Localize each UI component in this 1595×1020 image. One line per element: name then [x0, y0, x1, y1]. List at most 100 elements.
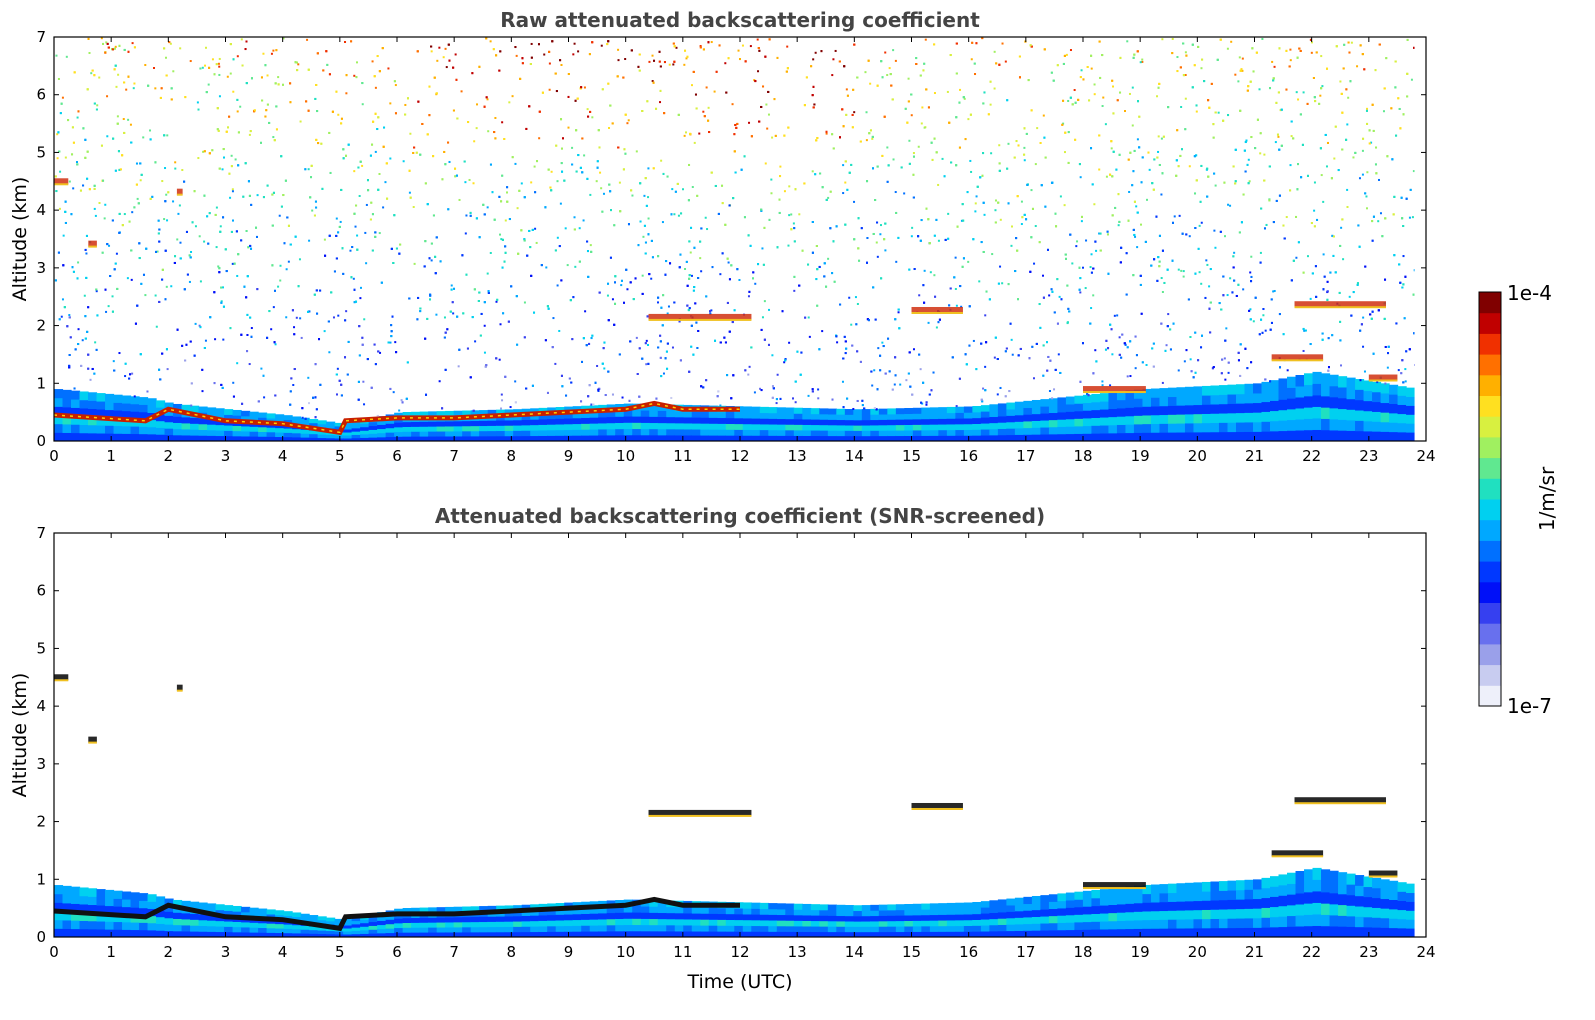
noise-pixel: [234, 158, 237, 161]
heatmap-cell: [912, 435, 922, 442]
noise-pixel: [931, 158, 934, 161]
noise-pixel: [910, 114, 913, 117]
noise-pixel: [1074, 138, 1077, 141]
noise-pixel: [1081, 266, 1084, 269]
heatmap-cell: [275, 436, 285, 442]
heatmap-cell: [504, 409, 514, 416]
noise-pixel: [832, 58, 835, 61]
noise-pixel: [127, 50, 130, 53]
heatmap-cell: [1363, 400, 1373, 412]
noise-pixel: [685, 260, 688, 263]
heatmap-cell: [1184, 395, 1195, 406]
noise-pixel: [179, 241, 182, 244]
heatmap-cell: [929, 435, 939, 442]
noise-pixel: [278, 214, 281, 217]
noise-pixel: [659, 101, 662, 104]
noise-pixel: [394, 112, 397, 115]
noise-pixel: [1338, 291, 1341, 294]
noise-pixel: [561, 137, 564, 140]
noise-pixel: [558, 245, 561, 248]
noise-pixel: [117, 73, 120, 76]
noise-pixel: [645, 339, 648, 342]
heatmap-cell: [844, 430, 854, 437]
heatmap-cell: [334, 422, 344, 427]
noise-pixel: [663, 61, 666, 64]
noise-pixel: [1001, 282, 1004, 285]
heatmap-cell: [683, 434, 693, 442]
heatmap-cell: [649, 410, 659, 417]
heatmap-cell: [547, 435, 557, 442]
heatmap-cell: [632, 409, 642, 417]
heatmap-cell: [385, 423, 395, 429]
noise-pixel: [856, 302, 859, 305]
heatmap-cell: [164, 434, 174, 442]
heatmap-cell: [113, 433, 123, 442]
noise-pixel: [1315, 51, 1318, 54]
heatmap-cell: [929, 407, 939, 414]
noise-pixel: [129, 123, 132, 126]
heatmap-cell: [989, 428, 999, 436]
heatmap-cell: [1201, 404, 1212, 414]
heatmap-cell: [623, 422, 633, 430]
noise-pixel: [1105, 175, 1108, 178]
heatmap-cell: [453, 420, 463, 427]
noise-pixel: [1260, 207, 1263, 210]
noise-pixel: [530, 181, 533, 184]
noise-pixel: [365, 203, 368, 206]
noise-pixel: [131, 42, 134, 45]
heatmap-cell: [360, 423, 370, 428]
noise-pixel: [856, 399, 859, 402]
heatmap-cell: [989, 422, 999, 430]
heatmap-cell: [1321, 373, 1331, 386]
heatmap-cell: [912, 407, 922, 414]
noise-pixel: [402, 160, 405, 163]
noise-pixel: [550, 170, 553, 173]
heatmap-cell: [1057, 404, 1067, 413]
heatmap-cell: [181, 404, 191, 412]
noise-pixel: [1182, 270, 1185, 273]
heatmap-cell: [1252, 421, 1263, 432]
heatmap-cell: [1150, 397, 1161, 407]
noise-pixel: [556, 180, 559, 183]
noise-pixel: [786, 45, 789, 48]
heatmap-cell: [870, 430, 880, 437]
heatmap-cell: [1057, 411, 1067, 420]
noise-pixel: [1152, 342, 1155, 345]
noise-pixel: [1001, 42, 1004, 45]
noise-pixel: [608, 127, 611, 130]
noise-pixel: [831, 398, 834, 401]
heatmap-cell: [878, 408, 888, 415]
noise-pixel: [199, 67, 202, 70]
noise-pixel: [584, 310, 587, 313]
noise-pixel: [1385, 57, 1388, 60]
heatmap-cell: [1218, 431, 1229, 442]
noise-pixel: [886, 146, 889, 149]
noise-pixel: [226, 75, 229, 78]
heatmap-cell: [419, 436, 429, 442]
heatmap-cell: [1304, 418, 1314, 431]
heatmap-cell: [1304, 429, 1314, 442]
heatmap-cell: [776, 407, 786, 414]
noise-pixel: [215, 206, 218, 209]
noise-pixel: [1356, 283, 1359, 286]
heatmap-cell: [224, 430, 234, 437]
noise-pixel: [850, 323, 853, 326]
noise-pixel: [95, 290, 98, 293]
noise-pixel: [412, 151, 415, 154]
heatmap-cell: [462, 435, 472, 442]
noise-pixel: [1118, 336, 1121, 339]
noise-pixel: [489, 40, 492, 43]
heatmap-cell: [1227, 384, 1237, 395]
heatmap-cell: [1363, 430, 1373, 442]
heatmap-cell: [836, 419, 846, 426]
noise-pixel: [149, 129, 152, 132]
heatmap-cell: [1210, 422, 1220, 433]
heatmap-cell: [1031, 413, 1042, 421]
heatmap-cell: [1380, 421, 1390, 432]
noise-pixel: [993, 50, 996, 53]
noise-pixel: [1361, 173, 1364, 176]
noise-pixel: [578, 227, 581, 230]
noise-pixel: [583, 86, 586, 89]
noise-pixel: [783, 190, 786, 193]
noise-pixel: [69, 336, 72, 339]
